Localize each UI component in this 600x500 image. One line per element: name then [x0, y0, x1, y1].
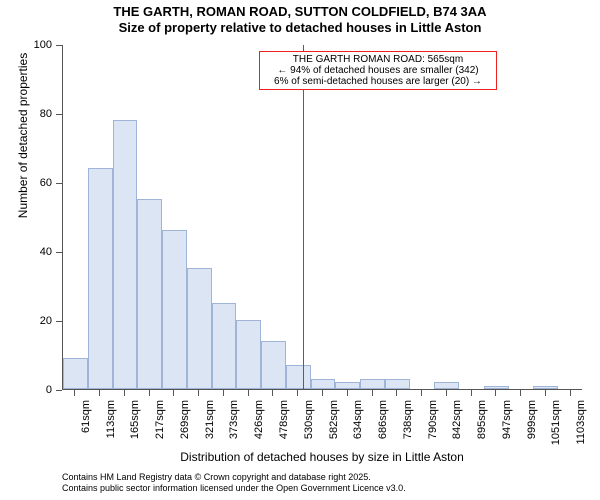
x-tick	[223, 390, 224, 396]
x-tick	[99, 390, 100, 396]
histogram-bar	[261, 341, 286, 389]
x-tick-label: 686sqm	[377, 400, 389, 450]
x-tick	[471, 390, 472, 396]
y-tick-label: 60	[0, 177, 52, 189]
x-tick	[372, 390, 373, 396]
x-tick-label: 738sqm	[402, 400, 414, 450]
histogram-bar	[162, 230, 187, 389]
footer-line-2: Contains public sector information licen…	[62, 483, 406, 493]
annotation-line: ← 94% of detached houses are smaller (34…	[264, 65, 492, 76]
chart-title-line2: Size of property relative to detached ho…	[0, 20, 600, 35]
chart-container: { "title1": "THE GARTH, ROMAN ROAD, SUTT…	[0, 0, 600, 500]
x-tick-label: 895sqm	[476, 400, 488, 450]
x-tick	[198, 390, 199, 396]
histogram-bar	[63, 358, 88, 389]
x-tick-label: 113sqm	[105, 400, 117, 450]
histogram-bar	[236, 320, 261, 389]
x-tick	[322, 390, 323, 396]
x-tick	[421, 390, 422, 396]
x-axis-label: Distribution of detached houses by size …	[62, 450, 582, 464]
histogram-bar	[137, 199, 162, 389]
annotation-box: THE GARTH ROMAN ROAD: 565sqm← 94% of det…	[259, 51, 497, 90]
x-tick	[446, 390, 447, 396]
histogram-bar	[311, 379, 336, 389]
x-tick-label: 373sqm	[228, 400, 240, 450]
x-tick	[545, 390, 546, 396]
x-tick	[124, 390, 125, 396]
x-tick	[272, 390, 273, 396]
x-tick-label: 426sqm	[253, 400, 265, 450]
histogram-bar	[434, 382, 459, 389]
histogram-bar	[335, 382, 360, 389]
plot-area	[62, 45, 582, 390]
y-tick	[56, 183, 62, 184]
footer-line-1: Contains HM Land Registry data © Crown c…	[62, 472, 371, 482]
x-tick-label: 634sqm	[352, 400, 364, 450]
x-tick-label: 1051sqm	[550, 400, 562, 450]
y-tick	[56, 390, 62, 391]
histogram-bar	[88, 168, 113, 389]
y-tick-label: 80	[0, 108, 52, 120]
histogram-bar	[187, 268, 212, 389]
histogram-bar	[360, 379, 385, 389]
x-tick	[74, 390, 75, 396]
x-tick	[347, 390, 348, 396]
x-tick-label: 842sqm	[451, 400, 463, 450]
x-tick	[570, 390, 571, 396]
x-tick	[495, 390, 496, 396]
y-tick-label: 40	[0, 246, 52, 258]
y-tick	[56, 45, 62, 46]
x-tick-label: 947sqm	[501, 400, 513, 450]
y-tick-label: 0	[0, 384, 52, 396]
histogram-bar	[113, 120, 138, 389]
histogram-bar	[484, 386, 509, 389]
y-tick	[56, 252, 62, 253]
x-tick-label: 478sqm	[278, 400, 290, 450]
x-tick-label: 165sqm	[129, 400, 141, 450]
x-tick-label: 530sqm	[303, 400, 315, 450]
x-tick-label: 999sqm	[526, 400, 538, 450]
y-tick	[56, 114, 62, 115]
x-tick-label: 217sqm	[154, 400, 166, 450]
histogram-bar	[286, 365, 311, 389]
histogram-bar	[533, 386, 558, 389]
y-tick	[56, 321, 62, 322]
x-tick	[297, 390, 298, 396]
reference-line	[303, 45, 304, 389]
x-tick-label: 321sqm	[204, 400, 216, 450]
x-tick	[248, 390, 249, 396]
x-tick-label: 582sqm	[328, 400, 340, 450]
y-tick-label: 100	[0, 39, 52, 51]
annotation-line: 6% of semi-detached houses are larger (2…	[264, 76, 492, 87]
chart-title-line1: THE GARTH, ROMAN ROAD, SUTTON COLDFIELD,…	[0, 4, 600, 19]
x-tick-label: 269sqm	[179, 400, 191, 450]
x-tick	[149, 390, 150, 396]
x-tick-label: 1103sqm	[575, 400, 587, 450]
x-tick	[396, 390, 397, 396]
histogram-bar	[385, 379, 410, 389]
annotation-line: THE GARTH ROMAN ROAD: 565sqm	[264, 54, 492, 65]
x-tick-label: 790sqm	[427, 400, 439, 450]
x-tick	[520, 390, 521, 396]
y-tick-label: 20	[0, 315, 52, 327]
x-tick-label: 61sqm	[80, 400, 92, 450]
x-tick	[173, 390, 174, 396]
histogram-bar	[212, 303, 237, 389]
